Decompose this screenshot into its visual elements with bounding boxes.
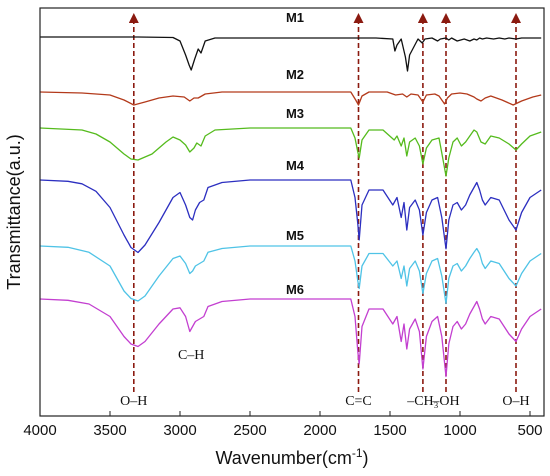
band-label-1: O–H bbox=[120, 394, 147, 409]
band-label-2: C=C bbox=[345, 394, 372, 409]
band-label-3: –CH₃ bbox=[406, 394, 438, 409]
band-label-5: O–H bbox=[502, 394, 529, 409]
plot-frame bbox=[39, 7, 545, 417]
x-tick-label-3000: 3000 bbox=[163, 422, 196, 439]
series-label-m1: M1 bbox=[286, 10, 304, 25]
band-label-4: –OH bbox=[431, 394, 459, 409]
x-tick-label-2500: 2500 bbox=[233, 422, 266, 439]
x-tick-label-1500: 1500 bbox=[373, 422, 406, 439]
x-axis-label: Wavenumber(cm-1) bbox=[215, 446, 368, 468]
series-line-m4 bbox=[39, 179, 542, 254]
series-label-m5: M5 bbox=[286, 228, 304, 243]
series-label-m3: M3 bbox=[286, 106, 304, 121]
series-label-m4: M4 bbox=[286, 158, 305, 173]
series-line-m3 bbox=[39, 127, 542, 177]
series-label-m6: M6 bbox=[286, 282, 304, 297]
y-axis-label: Transmittance(a.u.) bbox=[4, 134, 24, 289]
series-line-m1 bbox=[40, 36, 542, 72]
x-tick-label-3500: 3500 bbox=[93, 422, 126, 439]
x-tick-label-2000: 2000 bbox=[303, 422, 336, 439]
x-tick-label-1000: 1000 bbox=[443, 422, 476, 439]
series-line-m6 bbox=[39, 298, 542, 378]
annotation-label-1: C–H bbox=[178, 348, 204, 363]
series-label-m2: M2 bbox=[286, 67, 304, 82]
series-line-m2 bbox=[39, 91, 542, 106]
series-line-m5 bbox=[39, 245, 542, 305]
x-tick-label-4000: 4000 bbox=[23, 422, 56, 439]
x-tick-label-500: 500 bbox=[517, 422, 542, 439]
